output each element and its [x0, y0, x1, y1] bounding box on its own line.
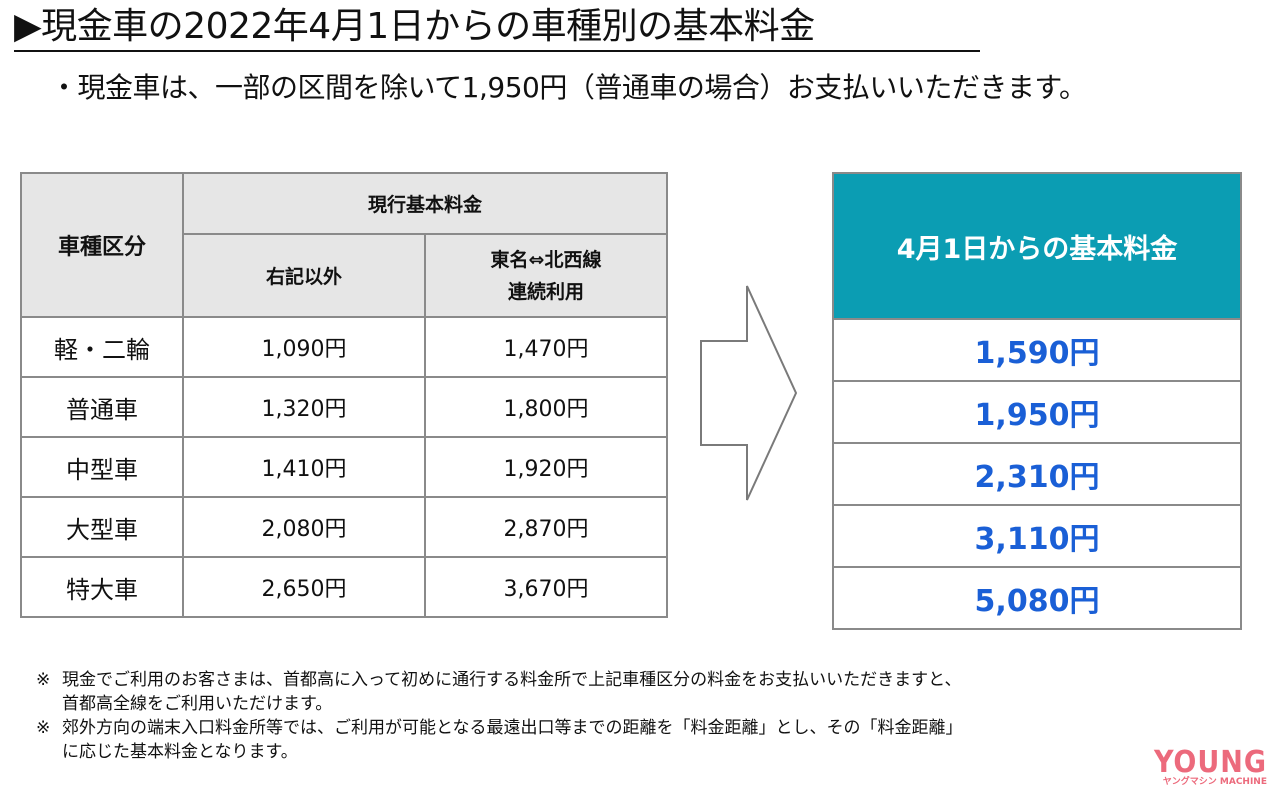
new-fee-value: 1,950円	[832, 380, 1242, 444]
footnotes: ※ 現金でご利用のお客さまは、首都高に入って初めに通行する料金所で上記車種区分の…	[36, 668, 963, 764]
new-fee-value: 5,080円	[832, 566, 1242, 630]
vehicle-class: 特大車	[20, 556, 184, 618]
table-row: 5,080円	[832, 566, 1242, 630]
fee-tomei: 3,670円	[424, 556, 668, 618]
footnote-line: 郊外方向の端末入口料金所等では、ご利用が可能となる最遠出口等までの距離を「料金距…	[62, 718, 963, 738]
vehicle-class: 大型車	[20, 496, 184, 558]
table-row: 大型車 2,080円 2,870円	[20, 496, 668, 558]
page-title: ▶現金車の2022年4月1日からの車種別の基本料金	[14, 6, 815, 47]
vehicle-class: 軽・二輪	[20, 316, 184, 378]
header-tomei-line2: 連続利用	[507, 280, 584, 303]
table-row: 軽・二輪 1,090円 1,470円	[20, 316, 668, 378]
vehicle-class: 普通車	[20, 376, 184, 438]
new-fee-value: 3,110円	[832, 504, 1242, 568]
fee-tomei: 1,920円	[424, 436, 668, 498]
right-arrow-icon	[700, 285, 798, 501]
footnote-line: 現金でご利用のお客さまは、首都高に入って初めに通行する料金所で上記車種区分の料金…	[62, 670, 962, 690]
footnote: ※ 現金でご利用のお客さまは、首都高に入って初めに通行する料金所で上記車種区分の…	[36, 668, 963, 692]
current-fee-table: 車種区分 現行基本料金 右記以外 東名⇔北西線 連続利用 軽・二輪 1,090円…	[20, 172, 668, 618]
footnote-line: 首都高全線をご利用いただけます。	[62, 694, 333, 714]
reference-mark-icon: ※	[36, 670, 51, 690]
header-tomei-line1: 東名⇔北西線	[490, 248, 602, 271]
fee-tomei: 1,800円	[424, 376, 668, 438]
table-row: 中型車 1,410円 1,920円	[20, 436, 668, 498]
footnote: ※ 郊外方向の端末入口料金所等では、ご利用が可能となる最遠出口等までの距離を「料…	[36, 716, 963, 740]
footnote-line: に応じた基本料金となります。	[62, 742, 298, 762]
table-row: 1,590円	[832, 318, 1242, 382]
table-row: 2,310円	[832, 442, 1242, 506]
header-current-fee: 現行基本料金	[182, 172, 668, 235]
new-fee-value: 1,590円	[832, 318, 1242, 382]
fee-other: 1,410円	[182, 436, 426, 498]
table-row: 特大車 2,650円 3,670円	[20, 556, 668, 618]
table-row: 3,110円	[832, 504, 1242, 568]
logo-subtitle: ヤングマシン MACHINE	[1162, 777, 1267, 787]
fee-other: 1,320円	[182, 376, 426, 438]
footnote: 首都高全線をご利用いただけます。	[36, 692, 963, 716]
reference-mark-icon: ※	[36, 718, 51, 738]
vehicle-class: 中型車	[20, 436, 184, 498]
fee-other: 2,080円	[182, 496, 426, 558]
table-row: 1,950円	[832, 380, 1242, 444]
header-other-routes: 右記以外	[182, 233, 426, 318]
header-new-fee: 4月1日からの基本料金	[832, 172, 1242, 319]
table-row: 普通車 1,320円 1,800円	[20, 376, 668, 438]
page-subtitle: ・現金車は、一部の区間を除いて1,950円（普通車の場合）お支払いいただきます。	[50, 71, 1087, 104]
fee-tomei: 1,470円	[424, 316, 668, 378]
young-machine-logo: YOUNG ヤングマシン MACHINE	[1145, 745, 1267, 788]
new-fee-value: 2,310円	[832, 442, 1242, 506]
fee-other: 1,090円	[182, 316, 426, 378]
header-vehicle-class: 車種区分	[20, 172, 184, 318]
title-underline	[14, 50, 980, 52]
header-tomei-hokusei: 東名⇔北西線 連続利用	[424, 233, 668, 318]
fee-other: 2,650円	[182, 556, 426, 618]
logo-wordmark: YOUNG	[1153, 745, 1267, 780]
fee-tomei: 2,870円	[424, 496, 668, 558]
footnote: に応じた基本料金となります。	[36, 740, 963, 764]
new-fee-table: 4月1日からの基本料金 1,590円 1,950円 2,310円 3,110円 …	[832, 172, 1242, 630]
